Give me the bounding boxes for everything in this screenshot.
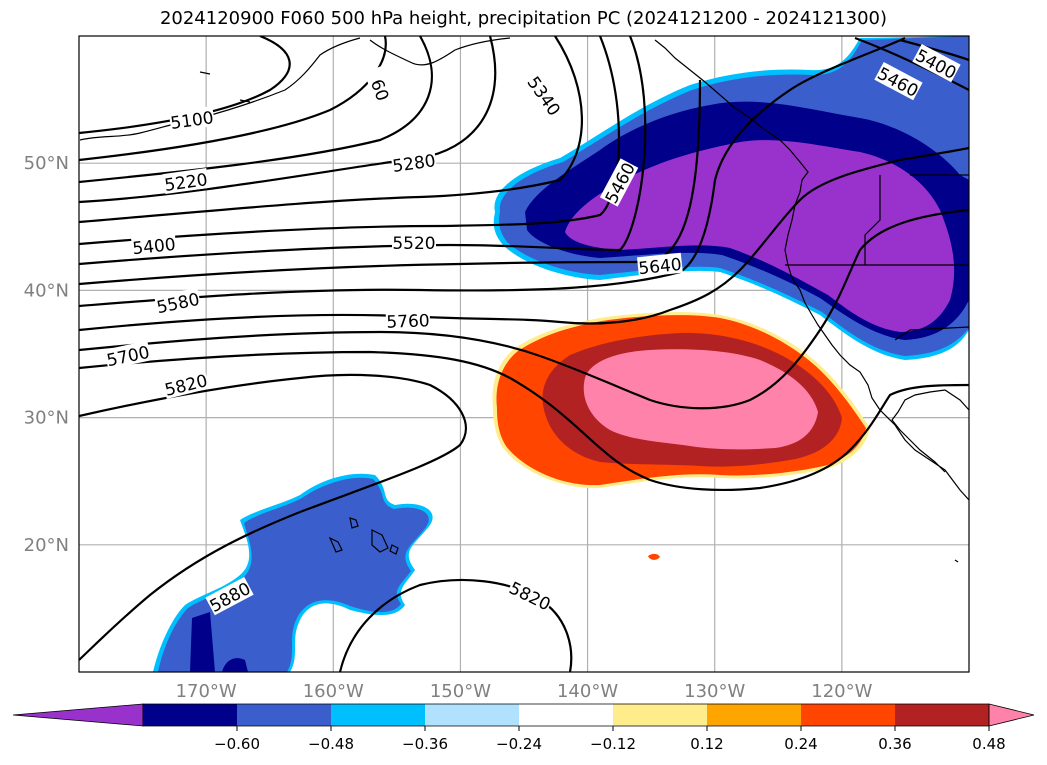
- lon-tick-label: 160°W: [303, 681, 364, 702]
- map-content: 5100522054005580570058205280552057605340…: [79, 36, 969, 672]
- positive-precip-anomaly: [492, 312, 870, 560]
- colorbar-tick-label: 0.36: [878, 735, 911, 753]
- colorbar-segment: [425, 704, 520, 726]
- contour-labels: 5100522054005580570058205280552057605340…: [104, 43, 961, 617]
- colorbar: −0.60 −0.48 −0.36 −0.24 −0.12 0.12 0.24 0.36 0.4…: [12, 703, 1035, 753]
- lon-tick-label: 150°W: [430, 681, 491, 702]
- longitude-labels: 170°W 160°W 150°W 140°W 130°W 120°W: [176, 681, 873, 702]
- colorbar-extend-high: [988, 703, 1035, 727]
- lat-tick-label: 40°N: [24, 280, 69, 301]
- colorbar-segment: [707, 704, 802, 726]
- contour-label: 5400: [132, 235, 177, 259]
- lon-tick-label: 130°W: [684, 681, 745, 702]
- colorbar-tick-label: −0.12: [590, 735, 636, 753]
- colorbar-tick-label: −0.24: [496, 735, 542, 753]
- lat-tick-label: 20°N: [24, 535, 69, 556]
- colorbar-segment: [519, 704, 614, 726]
- map-title: 2024120900 F060 500 hPa height, precipit…: [159, 8, 888, 29]
- lat-tick-label: 30°N: [24, 408, 69, 429]
- lon-tick-label: 140°W: [557, 681, 618, 702]
- colorbar-segment: [895, 704, 990, 726]
- contour-label: 5520: [392, 234, 435, 254]
- colorbar-tick-label: −0.60: [214, 735, 260, 753]
- colorbar-segment: [331, 704, 426, 726]
- map-frame: [78, 35, 970, 673]
- negative-precip-anomaly-north: [493, 36, 969, 360]
- colorbar-segment: [237, 704, 332, 726]
- negative-precip-anomaly-south: [153, 473, 433, 672]
- colorbar-extend-low: [12, 703, 144, 727]
- colorbar-segment: [613, 704, 708, 726]
- latitude-labels: 50°N 40°N 30°N 20°N: [24, 153, 69, 556]
- coastlines: [79, 37, 969, 563]
- colorbar-tick-label: −0.36: [402, 735, 448, 753]
- contour-label: 5760: [386, 311, 430, 332]
- colorbar-tick-label: 0.24: [784, 735, 817, 753]
- lat-tick-label: 50°N: [24, 153, 69, 174]
- lon-tick-label: 170°W: [176, 681, 237, 702]
- colorbar-segment: [801, 704, 896, 726]
- lon-tick-label: 120°W: [811, 681, 872, 702]
- colorbar-segment: [143, 704, 238, 726]
- colorbar-tick-label: −0.48: [308, 735, 354, 753]
- colorbar-tick-label: 0.12: [690, 735, 723, 753]
- colorbar-tick-label: 0.48: [972, 735, 1005, 753]
- contour-label: 5640: [638, 255, 683, 279]
